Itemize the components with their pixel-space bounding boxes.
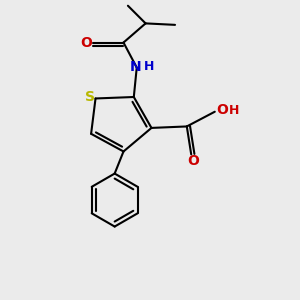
Text: N: N — [130, 60, 141, 74]
Text: O: O — [80, 35, 92, 50]
Text: O: O — [216, 103, 228, 117]
Text: S: S — [85, 90, 95, 104]
Text: H: H — [229, 104, 239, 117]
Text: O: O — [188, 154, 200, 168]
Text: H: H — [144, 61, 154, 74]
